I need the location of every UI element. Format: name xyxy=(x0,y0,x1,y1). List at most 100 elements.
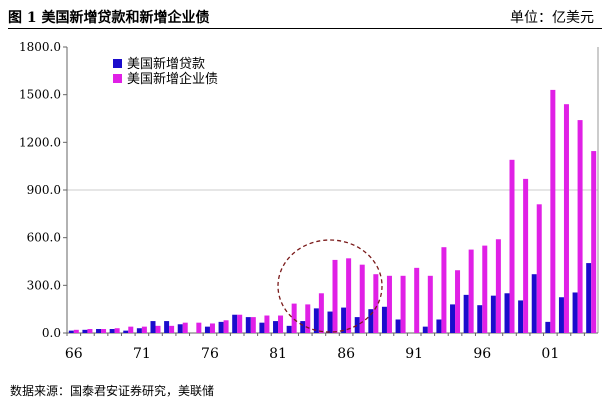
x-tick-label: 91 xyxy=(405,346,423,362)
y-tick-label: 1800.0 xyxy=(19,40,61,54)
bar-bond-95 xyxy=(468,249,474,333)
bar-bond-97 xyxy=(495,239,501,333)
bar-loan-99 xyxy=(518,300,524,333)
bar-bond-94 xyxy=(455,270,461,333)
bar-bond-91 xyxy=(414,267,420,333)
x-tick-label: 96 xyxy=(473,346,491,362)
x-tick-label: 71 xyxy=(133,346,151,362)
bar-loan-93 xyxy=(436,319,442,333)
bar-bond-93 xyxy=(441,247,447,333)
bar-bond-00 xyxy=(536,204,542,333)
bar-bond-85 xyxy=(332,259,338,333)
bar-bond-01 xyxy=(550,89,556,334)
source-note: 数据来源：国泰君安证券研究，美联储 xyxy=(10,384,215,398)
bar-loan-81 xyxy=(273,321,279,333)
bar-bond-88 xyxy=(373,274,379,333)
bar-loan-69 xyxy=(109,329,115,333)
legend-swatch xyxy=(113,74,122,83)
bar-bond-83 xyxy=(305,304,311,333)
bar-bond-02 xyxy=(563,104,569,333)
chart-title: 图 1 美国新增贷款和新增企业债 xyxy=(8,10,210,26)
x-tick-label: 86 xyxy=(337,346,355,362)
bar-loan-72 xyxy=(150,321,156,333)
bar-loan-76 xyxy=(204,326,210,333)
bar-loan-78 xyxy=(232,314,238,333)
bar-bond-86 xyxy=(346,258,352,333)
bar-loan-94 xyxy=(450,304,456,333)
bar-loan-92 xyxy=(422,326,428,333)
bar-loan-82 xyxy=(286,325,292,333)
bar-loan-74 xyxy=(177,324,183,333)
legend-label: 美国新增贷款 xyxy=(127,56,205,72)
bar-bond-89 xyxy=(386,275,392,333)
x-tick-label: 01 xyxy=(541,346,559,362)
x-tick-label: 81 xyxy=(269,346,287,362)
bar-loan-70 xyxy=(123,330,129,333)
bar-bond-71 xyxy=(141,326,147,333)
bar-loan-73 xyxy=(164,321,170,333)
y-tick-label: 600.0 xyxy=(27,231,61,245)
bar-loan-04 xyxy=(586,263,592,333)
bar-loan-71 xyxy=(136,328,142,333)
bar-bond-75 xyxy=(196,322,202,333)
bar-loan-87 xyxy=(354,317,360,333)
bar-bond-69 xyxy=(114,328,120,333)
bar-bond-90 xyxy=(400,275,406,333)
bar-loan-96 xyxy=(477,305,483,333)
bar-loan-88 xyxy=(368,309,374,333)
bar-bond-72 xyxy=(155,325,161,333)
bar-bond-81 xyxy=(278,315,284,333)
legend-swatch xyxy=(113,59,122,68)
bar-bond-76 xyxy=(209,323,215,333)
bar-bond-84 xyxy=(318,293,324,333)
bar-loan-02 xyxy=(558,297,564,333)
bar-bond-99 xyxy=(523,178,529,333)
bar-bond-74 xyxy=(182,322,188,333)
bar-bond-67 xyxy=(87,329,93,333)
bar-bond-79 xyxy=(250,317,256,333)
bar-loan-90 xyxy=(395,319,401,333)
bar-loan-01 xyxy=(545,321,551,333)
bar-loan-97 xyxy=(490,295,496,333)
bar-bond-98 xyxy=(509,159,515,333)
bar-loan-79 xyxy=(245,317,251,333)
y-tick-label: 0.0 xyxy=(42,326,61,340)
bar-bond-78 xyxy=(237,314,243,333)
bar-bond-96 xyxy=(482,245,488,333)
bar-loan-98 xyxy=(504,293,510,333)
y-tick-label: 900.0 xyxy=(27,183,61,197)
bar-bond-04 xyxy=(591,151,597,333)
annotation-circle xyxy=(277,239,383,333)
chart-header: 图 1 美国新增贷款和新增企业债 单位：亿美元 xyxy=(8,4,602,29)
bar-bond-82 xyxy=(291,303,297,333)
x-tick-label: 76 xyxy=(201,346,219,362)
bar-bond-87 xyxy=(359,264,365,333)
bar-bond-70 xyxy=(128,326,134,333)
bar-loan-67 xyxy=(82,329,88,333)
bar-loan-77 xyxy=(218,321,224,333)
bar-bond-77 xyxy=(223,320,229,333)
x-tick-label: 66 xyxy=(65,346,83,362)
bar-loan-84 xyxy=(313,308,319,333)
bar-loan-85 xyxy=(327,311,333,333)
bar-bond-73 xyxy=(169,325,175,333)
bar-loan-03 xyxy=(572,292,578,333)
unit-label: 单位：亿美元 xyxy=(510,10,594,26)
bar-bond-92 xyxy=(427,275,433,333)
bar-loan-95 xyxy=(463,294,469,333)
bar-loan-89 xyxy=(381,306,387,333)
bar-loan-00 xyxy=(531,274,537,333)
bar-loan-68 xyxy=(96,329,102,333)
bar-bond-03 xyxy=(577,120,583,333)
bar-bond-68 xyxy=(101,329,107,333)
bar-loan-66 xyxy=(68,330,74,333)
bar-loan-86 xyxy=(341,307,347,333)
bar-loan-80 xyxy=(259,322,265,333)
bar-bond-80 xyxy=(264,315,270,333)
bar-bond-66 xyxy=(73,329,79,333)
legend-label: 美国新增企业债 xyxy=(127,71,218,87)
y-tick-label: 1500.0 xyxy=(19,88,61,102)
y-tick-label: 300.0 xyxy=(27,278,61,292)
y-tick-label: 1200.0 xyxy=(19,135,61,149)
